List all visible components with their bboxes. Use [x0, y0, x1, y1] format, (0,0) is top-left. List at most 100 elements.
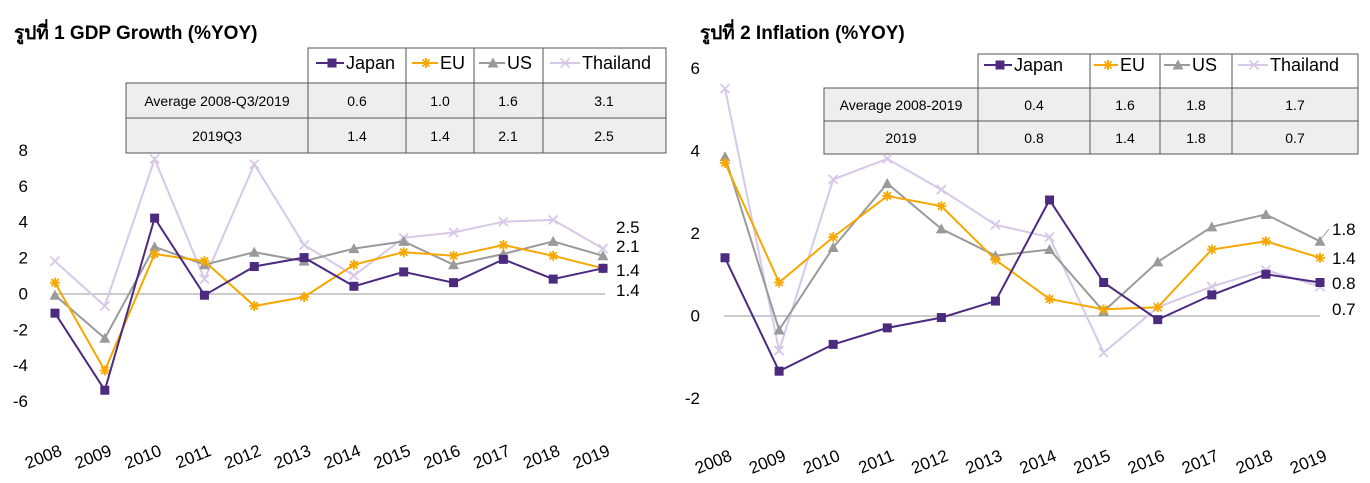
series-line-japan	[54, 215, 604, 393]
legend-marker-eu	[421, 58, 431, 68]
data-point-japan	[598, 263, 608, 273]
legend-item-us: US	[1164, 55, 1217, 75]
data-point-japan	[150, 213, 160, 223]
data-point-thailand	[1044, 231, 1055, 243]
series-line-eu	[724, 162, 1321, 311]
data-point-thailand	[448, 227, 459, 238]
data-point-thailand	[1206, 281, 1217, 292]
legend-label: US	[1192, 55, 1217, 75]
data-point-us	[773, 324, 785, 335]
data-point-eu	[1044, 294, 1055, 304]
data-point-thailand	[99, 300, 110, 312]
y-tick-label: 4	[19, 213, 28, 232]
data-point-thailand	[882, 153, 893, 164]
data-point-us	[348, 243, 360, 254]
data-point-eu	[299, 292, 310, 303]
legend-label: Japan	[346, 53, 395, 73]
data-point-japan	[50, 308, 60, 318]
data-point-japan	[936, 313, 946, 323]
data-point-japan	[249, 262, 259, 272]
end-label: 0.8	[1332, 274, 1356, 293]
data-point-eu	[1206, 244, 1217, 255]
table-cell: 1.4	[430, 128, 450, 144]
y-tick-label: 4	[691, 142, 700, 161]
table-cell: 2.1	[498, 128, 518, 144]
x-tick-label: 2010	[122, 441, 164, 473]
data-point-japan	[720, 253, 730, 263]
table-cell: 2.5	[594, 128, 614, 144]
x-tick-label: 2018	[1233, 446, 1275, 478]
data-point-japan	[774, 366, 784, 376]
x-tick-label: 2017	[1179, 446, 1221, 478]
table-cell: 1.7	[1285, 97, 1305, 113]
x-tick-label: 2015	[1071, 446, 1113, 478]
data-point-thailand	[548, 214, 559, 226]
data-point-thailand	[597, 243, 609, 254]
data-point-japan	[990, 296, 1000, 306]
data-point-thailand	[773, 345, 785, 356]
end-label: 0.7	[1332, 300, 1356, 319]
data-point-eu	[1152, 302, 1163, 313]
data-point-thailand	[1098, 347, 1109, 358]
table-cell: 0.6	[347, 93, 367, 109]
legend-label: EU	[440, 53, 465, 73]
data-point-eu	[720, 157, 730, 168]
legend-item-thailand: Thailand	[1238, 55, 1339, 75]
data-point-japan	[882, 323, 892, 333]
data-point-japan	[548, 274, 558, 284]
chart-1-data-table: Japan EU US Thailand Average 2008-Q3/2019 2…	[125, 47, 667, 154]
data-point-thailand	[149, 153, 160, 165]
data-point-us	[935, 223, 947, 234]
chart-2-data-table: Japan EU US Thailand Average 2008-2019 2019…	[823, 53, 1359, 155]
y-tick-label: 2	[691, 224, 700, 243]
legend-item-eu: EU	[1094, 55, 1145, 75]
data-point-us	[448, 259, 460, 270]
data-point-us	[149, 241, 161, 252]
data-point-us	[49, 289, 61, 300]
legend-label: Thailand	[582, 53, 651, 73]
x-tick-label: 2017	[471, 441, 513, 473]
legend-item-eu: EU	[412, 53, 465, 73]
chart-1-series	[49, 153, 609, 395]
data-point-thailand	[498, 216, 509, 227]
data-point-us	[597, 250, 609, 261]
legend-item-us: US	[479, 53, 532, 73]
legend-marker-us	[487, 57, 499, 68]
legend-label: EU	[1120, 55, 1145, 75]
data-point-us	[547, 235, 559, 246]
data-point-eu	[1315, 252, 1325, 263]
y-tick-label: 0	[691, 307, 700, 326]
y-tick-label: 0	[19, 284, 28, 303]
legend-item-japan: Japan	[984, 55, 1063, 75]
x-tick-label: 2009	[72, 441, 114, 473]
legend-label: Japan	[1014, 55, 1063, 75]
end-label: 1.8	[1332, 220, 1356, 239]
data-point-eu	[249, 300, 260, 311]
data-point-us	[827, 241, 839, 252]
x-tick-label: 2011	[173, 441, 214, 472]
legend-marker-thailand	[1248, 59, 1260, 71]
chart-2-row-2-label: 2019	[885, 130, 916, 146]
series-line-thailand	[54, 156, 604, 308]
data-point-thailand	[298, 239, 310, 251]
x-tick-label: 2013	[271, 441, 313, 473]
x-tick-label: 2011	[856, 446, 897, 477]
table-cell: 0.8	[1024, 130, 1044, 146]
data-point-us	[248, 246, 260, 257]
data-point-thailand	[49, 256, 61, 267]
chart-1-row-1-label: Average 2008-Q3/2019	[144, 93, 290, 109]
legend-item-japan: Japan	[316, 53, 395, 73]
data-point-us	[1260, 208, 1272, 219]
table-cell: 1.4	[347, 128, 367, 144]
data-point-thailand	[199, 273, 210, 285]
x-tick-label: 2019	[570, 441, 612, 473]
data-point-japan	[299, 253, 309, 263]
table-cell: 1.8	[1186, 130, 1206, 146]
x-tick-label: 2014	[1017, 446, 1059, 478]
data-point-eu	[498, 240, 509, 251]
legend-marker-japan	[995, 60, 1005, 70]
y-tick-label: -6	[13, 392, 28, 411]
x-tick-label: 2010	[800, 446, 842, 478]
series-line-thailand	[724, 88, 1321, 355]
data-point-japan	[1261, 269, 1271, 279]
